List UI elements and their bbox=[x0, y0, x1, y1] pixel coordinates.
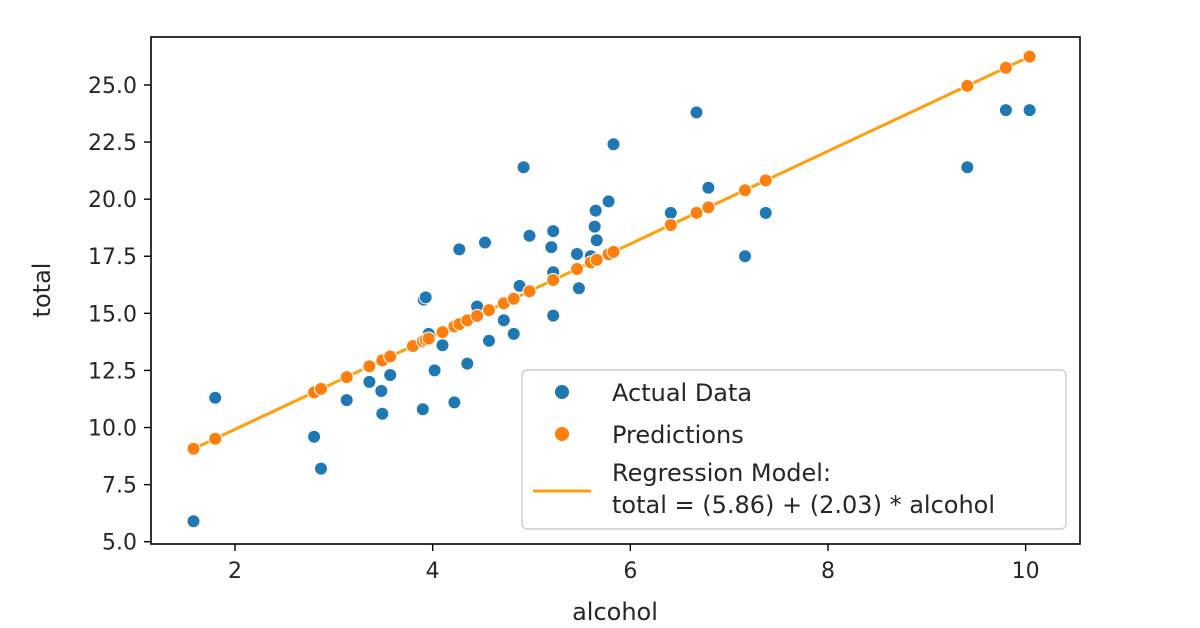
prediction-point bbox=[208, 431, 223, 446]
actual-data-point bbox=[738, 249, 752, 264]
actual-data-point bbox=[998, 103, 1013, 118]
y-tick-label: 10.0 bbox=[88, 417, 137, 442]
actual-data-point bbox=[587, 219, 602, 234]
y-tick-label: 5.0 bbox=[102, 531, 137, 556]
actual-data-point bbox=[960, 160, 975, 175]
x-axis-title: alcohol bbox=[572, 598, 658, 626]
actual-data-point bbox=[339, 393, 354, 408]
actual-data-point bbox=[314, 461, 328, 476]
actual-data-point bbox=[689, 105, 704, 120]
prediction-point bbox=[758, 173, 773, 188]
actual-data-point bbox=[427, 363, 442, 378]
prediction-point bbox=[470, 308, 485, 323]
prediction-point bbox=[362, 359, 377, 374]
x-tick-label: 6 bbox=[623, 559, 637, 584]
y-tick-label: 25.0 bbox=[88, 74, 137, 99]
prediction-point bbox=[482, 303, 496, 318]
actual-data-point bbox=[516, 160, 531, 175]
actual-data-point bbox=[570, 247, 584, 261]
prediction-point bbox=[570, 262, 584, 276]
prediction-point bbox=[522, 284, 537, 299]
legend-regression-label-line2: total = (5.86) + (2.03) * alcohol bbox=[612, 491, 995, 519]
actual-data-point bbox=[588, 203, 603, 218]
actual-data-point bbox=[701, 180, 716, 195]
actual-data-point bbox=[1022, 103, 1037, 118]
actual-data-point bbox=[589, 233, 604, 248]
x-tick-label: 10 bbox=[1012, 559, 1040, 584]
actual-data-point bbox=[571, 281, 586, 296]
prediction-point bbox=[186, 441, 201, 456]
actual-data-point bbox=[374, 384, 389, 398]
actual-data-point bbox=[601, 194, 616, 209]
x-tick-label: 2 bbox=[228, 559, 242, 584]
legend-regression-label-line1: Regression Model: bbox=[612, 459, 831, 487]
actual-data-point bbox=[208, 390, 223, 405]
prediction-point bbox=[546, 273, 561, 287]
legend-box bbox=[521, 369, 1067, 530]
prediction-point bbox=[689, 205, 704, 220]
prediction-point bbox=[1022, 49, 1037, 64]
prediction-point bbox=[435, 325, 450, 340]
prediction-point bbox=[314, 381, 328, 396]
actual-data-point bbox=[606, 137, 621, 152]
actual-data-point bbox=[186, 514, 201, 529]
actual-data-point bbox=[758, 205, 773, 220]
data-marks bbox=[186, 49, 1037, 529]
y-tick-label: 20.0 bbox=[88, 188, 137, 213]
actual-data-point bbox=[478, 235, 492, 250]
y-tick-label: 22.5 bbox=[88, 131, 137, 156]
actual-data-point bbox=[383, 368, 398, 382]
actual-data-point bbox=[663, 205, 678, 220]
actual-data-point bbox=[546, 224, 561, 239]
actual-data-point bbox=[482, 333, 496, 348]
y-tick-label: 17.5 bbox=[88, 245, 137, 270]
prediction-point bbox=[383, 349, 398, 364]
legend-actual-label: Actual Data bbox=[612, 379, 752, 407]
prediction-point bbox=[506, 291, 521, 306]
x-axis: 2 4 6 8 10 bbox=[228, 544, 1040, 584]
actual-data-point bbox=[506, 326, 521, 341]
prediction-point bbox=[663, 218, 678, 232]
prediction-point bbox=[339, 370, 354, 385]
y-tick-label: 12.5 bbox=[88, 359, 137, 384]
actual-data-point bbox=[546, 308, 561, 323]
actual-data-point bbox=[362, 374, 377, 389]
y-tick-label: 15.0 bbox=[88, 302, 137, 327]
prediction-point bbox=[606, 244, 621, 259]
actual-data-point bbox=[418, 290, 433, 305]
prediction-point bbox=[960, 78, 975, 93]
prediction-point bbox=[589, 252, 604, 267]
actual-data-point bbox=[460, 356, 475, 371]
actual-data-point bbox=[522, 228, 537, 243]
actual-data-point bbox=[375, 406, 390, 421]
y-tick-label: 7.5 bbox=[102, 474, 137, 499]
legend: Actual Data Predictions Regression Model… bbox=[521, 369, 1067, 530]
actual-data-point bbox=[496, 313, 511, 328]
prediction-point bbox=[701, 200, 716, 215]
actual-data-point bbox=[544, 240, 559, 255]
actual-data-point bbox=[415, 402, 430, 417]
prediction-point bbox=[421, 331, 436, 346]
actual-data-point bbox=[447, 395, 462, 410]
actual-data-point bbox=[435, 338, 450, 353]
legend-actual-marker bbox=[555, 385, 569, 399]
prediction-point bbox=[998, 60, 1013, 75]
plot-frame bbox=[150, 36, 1081, 545]
prediction-point bbox=[738, 183, 752, 198]
y-axis: 5.0 7.5 10.0 12.5 15.0 17.5 20.0 22.5 25.0 bbox=[88, 74, 151, 556]
x-tick-label: 8 bbox=[821, 559, 835, 584]
actual-data-point bbox=[452, 242, 467, 257]
y-axis-title: total bbox=[28, 263, 56, 318]
actual-data-point bbox=[307, 429, 322, 444]
legend-predictions-label: Predictions bbox=[612, 421, 744, 449]
x-tick-label: 4 bbox=[426, 559, 440, 584]
legend-predictions-marker bbox=[555, 427, 569, 441]
